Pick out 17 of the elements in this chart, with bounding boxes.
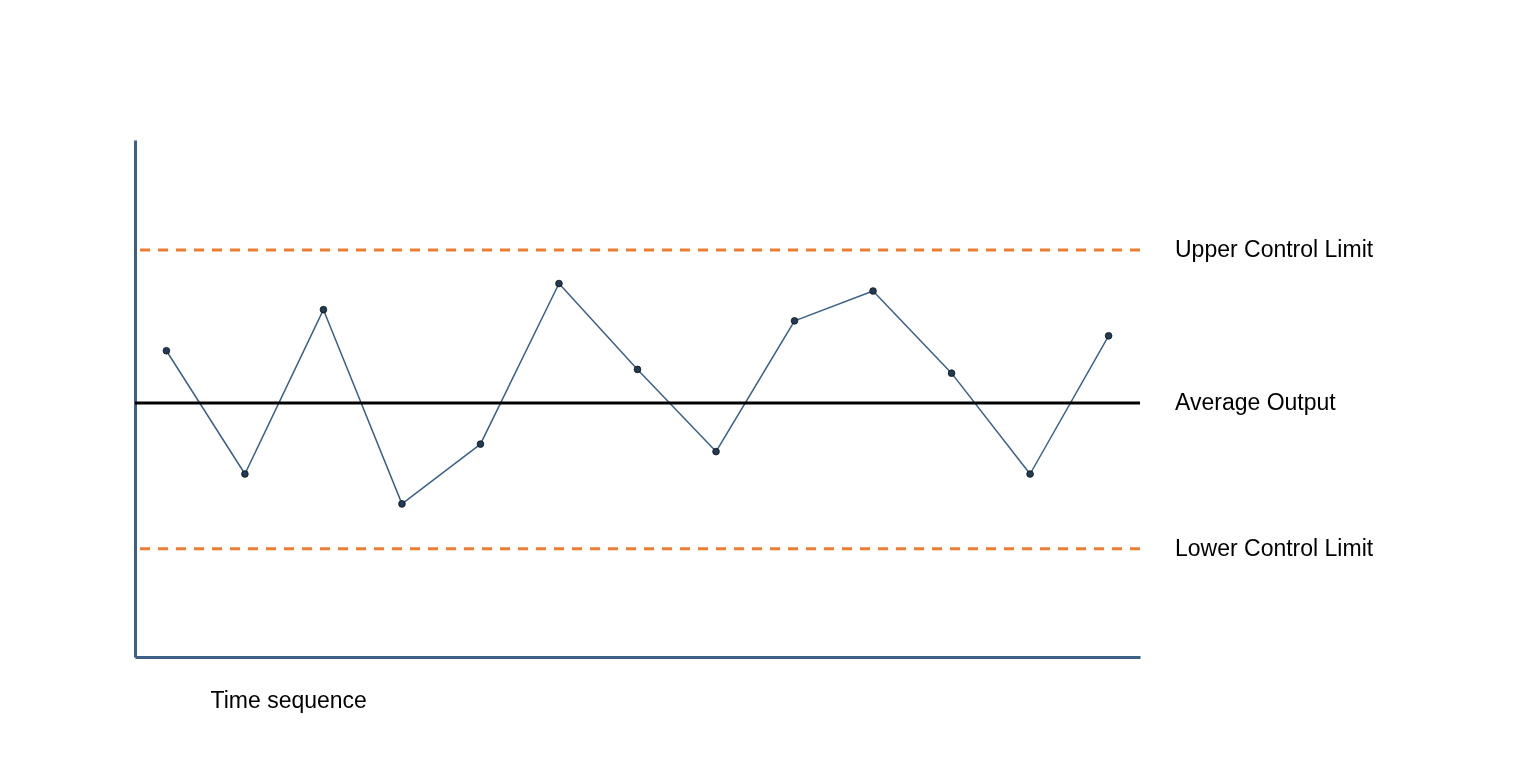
point xyxy=(162,347,171,355)
point xyxy=(241,470,249,478)
ref-line-label: Lower Control Limit xyxy=(1175,534,1374,561)
ref-line-label: Upper Control Limit xyxy=(1175,235,1374,262)
point xyxy=(555,279,563,288)
x-axis-title: Time sequence xyxy=(210,686,367,713)
point xyxy=(1104,332,1113,340)
point xyxy=(790,317,799,325)
point xyxy=(712,447,720,456)
point xyxy=(476,440,485,448)
point xyxy=(947,369,956,377)
ref-line-label: Average Output xyxy=(1175,389,1337,416)
point xyxy=(398,500,406,508)
point xyxy=(1026,470,1034,478)
point xyxy=(633,365,642,374)
point xyxy=(869,287,877,295)
point xyxy=(319,305,328,314)
